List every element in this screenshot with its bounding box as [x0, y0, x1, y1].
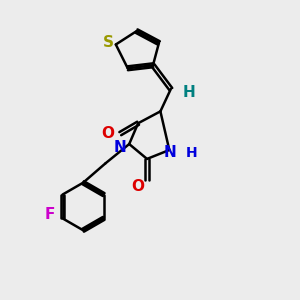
- Text: H: H: [183, 85, 195, 100]
- Text: S: S: [103, 35, 114, 50]
- Text: O: O: [131, 179, 144, 194]
- Text: O: O: [101, 126, 114, 141]
- Text: N: N: [114, 140, 127, 155]
- Text: F: F: [44, 207, 55, 222]
- Text: N: N: [164, 146, 177, 160]
- Text: H: H: [186, 146, 197, 160]
